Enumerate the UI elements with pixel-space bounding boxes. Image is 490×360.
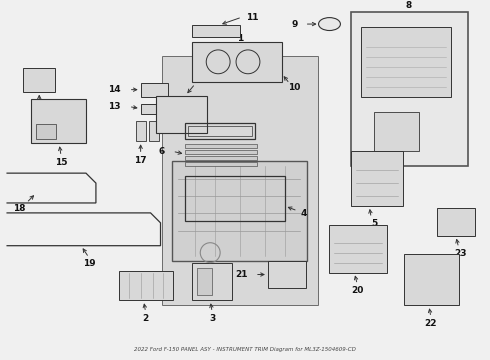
Text: 18: 18 xyxy=(13,204,25,213)
Bar xyxy=(192,42,282,82)
Bar xyxy=(172,161,307,261)
Bar xyxy=(136,121,146,141)
Bar xyxy=(404,254,459,305)
Bar xyxy=(361,27,451,96)
Text: 21: 21 xyxy=(236,270,248,279)
Bar xyxy=(197,267,212,296)
Polygon shape xyxy=(164,57,318,305)
Bar xyxy=(185,162,257,166)
Bar xyxy=(268,261,306,288)
Bar xyxy=(185,123,255,139)
Text: 4: 4 xyxy=(300,210,307,219)
Text: 3: 3 xyxy=(209,314,215,323)
Bar xyxy=(141,104,172,113)
Text: 2: 2 xyxy=(143,314,149,323)
Text: 14: 14 xyxy=(108,85,121,94)
Text: 2022 Ford F-150 PANEL ASY - INSTRUMENT TRIM Diagram for ML3Z-1504609-CD: 2022 Ford F-150 PANEL ASY - INSTRUMENT T… xyxy=(134,347,356,352)
Text: 17: 17 xyxy=(134,156,147,165)
Bar xyxy=(36,125,56,139)
Bar xyxy=(351,12,467,166)
Text: 22: 22 xyxy=(425,319,437,328)
Bar xyxy=(437,208,475,236)
Text: 12: 12 xyxy=(194,76,206,85)
Text: 10: 10 xyxy=(289,83,301,92)
Bar xyxy=(185,176,285,221)
Bar xyxy=(188,126,252,136)
Bar xyxy=(192,262,232,300)
Bar xyxy=(148,121,159,141)
Bar xyxy=(31,99,86,143)
Text: 7: 7 xyxy=(158,125,165,134)
Text: 11: 11 xyxy=(245,13,258,22)
Bar xyxy=(329,225,387,273)
Bar xyxy=(119,271,173,300)
Text: 19: 19 xyxy=(83,259,95,268)
Bar xyxy=(155,96,207,134)
Bar xyxy=(164,57,318,305)
Text: 13: 13 xyxy=(108,102,121,111)
Bar xyxy=(24,68,55,92)
Text: 23: 23 xyxy=(454,249,467,258)
Bar xyxy=(185,150,257,154)
Text: 9: 9 xyxy=(291,19,298,28)
Bar xyxy=(185,144,257,148)
Bar xyxy=(351,151,403,206)
Bar xyxy=(192,25,240,37)
Bar xyxy=(185,156,257,160)
Text: 15: 15 xyxy=(55,158,68,167)
Ellipse shape xyxy=(318,18,341,31)
Text: 8: 8 xyxy=(406,1,412,10)
Text: 1: 1 xyxy=(237,35,243,44)
Text: 5: 5 xyxy=(371,219,377,228)
Bar xyxy=(374,112,419,151)
Text: 20: 20 xyxy=(351,286,364,295)
Text: 16: 16 xyxy=(33,105,46,114)
Text: 6: 6 xyxy=(158,147,165,156)
Bar xyxy=(141,83,169,96)
